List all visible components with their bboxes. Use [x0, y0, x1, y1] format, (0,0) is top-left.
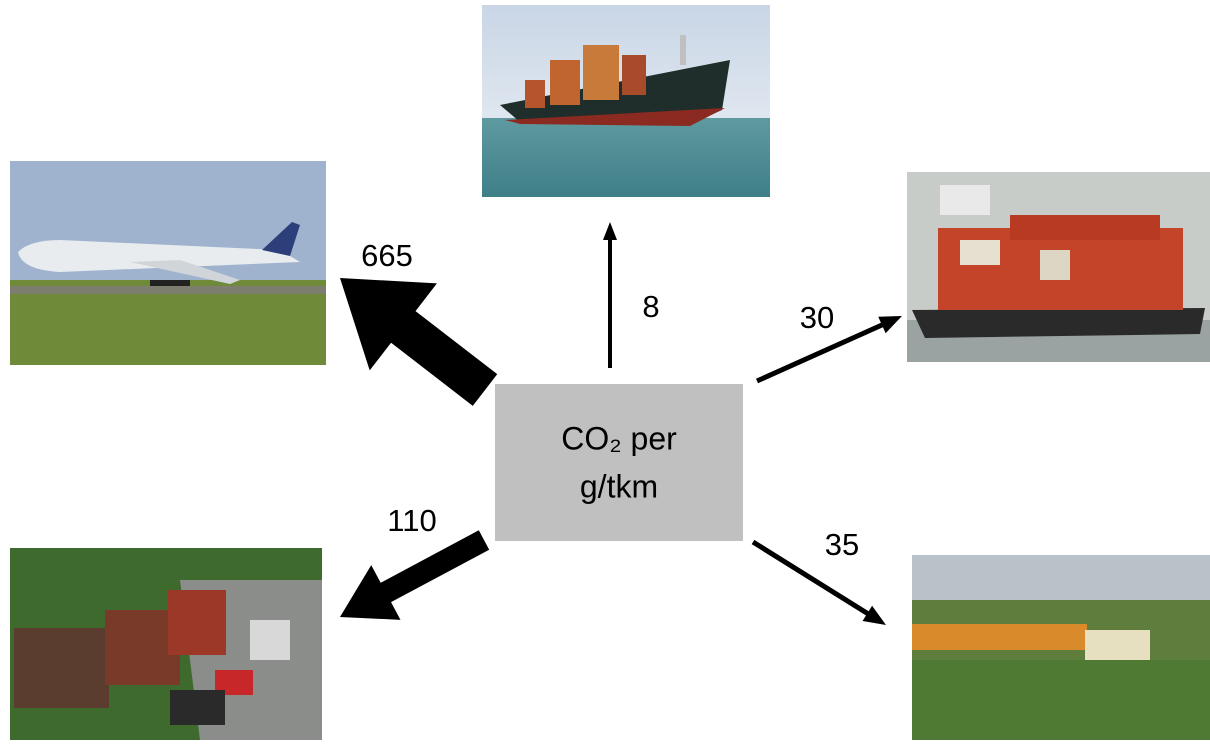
value-label: 665	[361, 238, 413, 273]
value-label: 35	[825, 527, 859, 562]
center-label: CO₂ per	[561, 420, 677, 456]
value-label: 110	[387, 503, 436, 538]
center-label: g/tkm	[580, 468, 658, 504]
photo-airplane	[10, 161, 326, 365]
photo-ship-sea	[482, 5, 770, 197]
arrows	[340, 222, 902, 625]
arrow	[340, 530, 490, 620]
value-label: 30	[800, 300, 834, 335]
photo-trucks	[10, 548, 322, 740]
value-label: 8	[642, 289, 659, 324]
arrow	[340, 278, 498, 406]
arrow	[603, 222, 617, 368]
arrow	[751, 539, 886, 625]
center-box	[495, 384, 743, 541]
photo-train	[912, 555, 1210, 740]
photo-inland-ship	[907, 172, 1210, 362]
arrow	[755, 316, 902, 384]
